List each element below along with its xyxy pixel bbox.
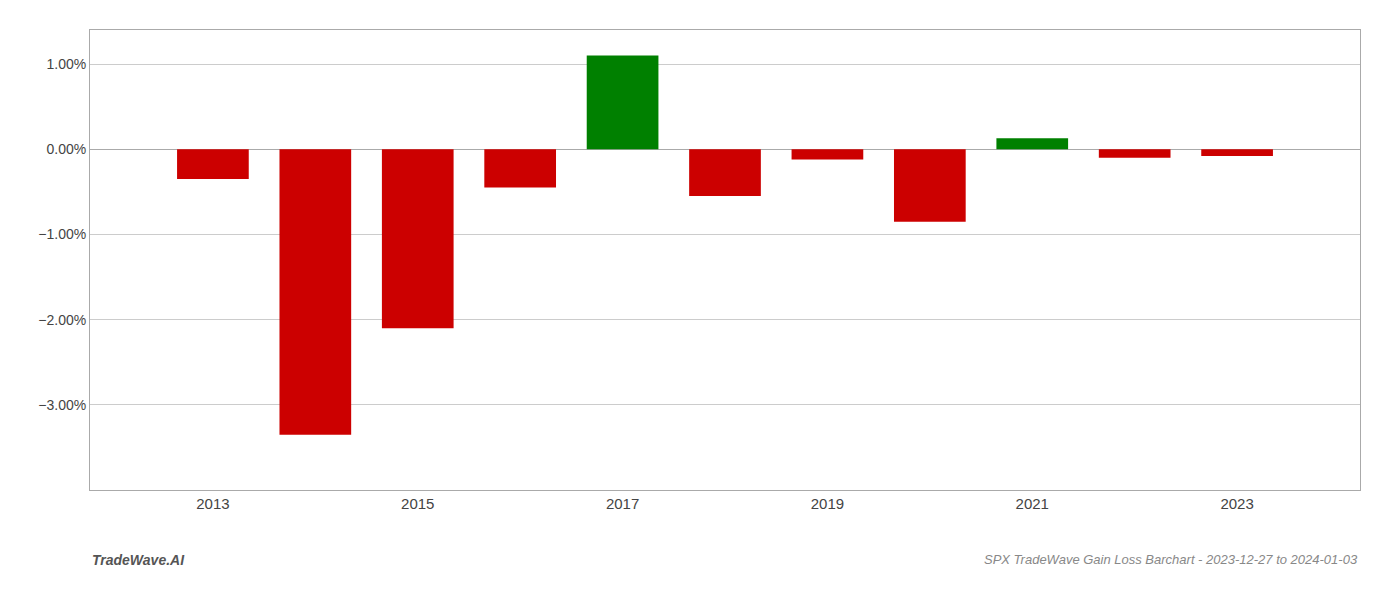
svg-text:2013: 2013 (196, 495, 229, 512)
svg-text:2023: 2023 (1220, 495, 1253, 512)
svg-text:TradeWave.AI: TradeWave.AI (92, 552, 185, 568)
svg-text:2015: 2015 (401, 495, 434, 512)
svg-text:1.00%: 1.00% (46, 56, 86, 72)
svg-text:−3.00%: −3.00% (38, 397, 86, 413)
svg-text:−1.00%: −1.00% (38, 226, 86, 242)
svg-text:2019: 2019 (811, 495, 844, 512)
svg-text:2021: 2021 (1016, 495, 1049, 512)
svg-text:SPX TradeWave Gain Loss Barcha: SPX TradeWave Gain Loss Barchart - 2023-… (984, 552, 1358, 567)
svg-text:2017: 2017 (606, 495, 639, 512)
svg-text:0.00%: 0.00% (46, 141, 86, 157)
svg-text:−2.00%: −2.00% (38, 312, 86, 328)
